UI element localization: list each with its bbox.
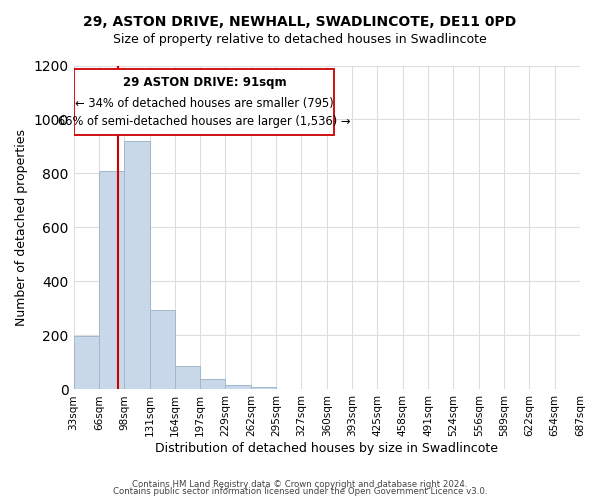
Bar [99,171,124,390]
Y-axis label: Number of detached properties: Number of detached properties [15,129,28,326]
Bar [74,336,99,390]
Bar [124,141,149,390]
Text: 66% of semi-detached houses are larger (1,536) →: 66% of semi-detached houses are larger (… [58,116,350,128]
Text: Contains public sector information licensed under the Open Government Licence v3: Contains public sector information licen… [113,487,487,496]
Text: 29, ASTON DRIVE, NEWHALL, SWADLINCOTE, DE11 0PD: 29, ASTON DRIVE, NEWHALL, SWADLINCOTE, D… [83,15,517,29]
Bar [226,386,251,390]
Bar [200,380,226,390]
Text: Contains HM Land Registry data © Crown copyright and database right 2024.: Contains HM Land Registry data © Crown c… [132,480,468,489]
Text: Size of property relative to detached houses in Swadlincote: Size of property relative to detached ho… [113,32,487,46]
FancyBboxPatch shape [74,70,334,135]
X-axis label: Distribution of detached houses by size in Swadlincote: Distribution of detached houses by size … [155,442,498,455]
Bar [149,310,175,390]
Text: ← 34% of detached houses are smaller (795): ← 34% of detached houses are smaller (79… [75,97,334,110]
Text: 29 ASTON DRIVE: 91sqm: 29 ASTON DRIVE: 91sqm [122,76,286,89]
Bar [251,387,276,390]
Bar [175,366,200,390]
